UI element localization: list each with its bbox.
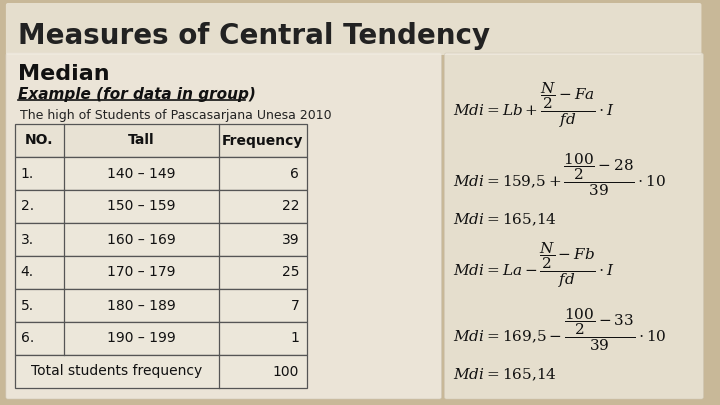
Text: Median: Median xyxy=(18,64,109,84)
FancyBboxPatch shape xyxy=(6,53,441,399)
Text: Example (for data in group): Example (for data in group) xyxy=(18,87,256,102)
FancyBboxPatch shape xyxy=(14,289,307,322)
Text: $Mdi = Lb + \dfrac{\dfrac{N}{2} - Fa}{fd} \cdot I$: $Mdi = Lb + \dfrac{\dfrac{N}{2} - Fa}{fd… xyxy=(453,80,616,130)
Text: 1: 1 xyxy=(290,332,300,345)
Text: 170 – 179: 170 – 179 xyxy=(107,266,176,279)
Text: 190 – 199: 190 – 199 xyxy=(107,332,176,345)
Text: $Mdi = La - \dfrac{\dfrac{N}{2} - Fb}{fd} \cdot I$: $Mdi = La - \dfrac{\dfrac{N}{2} - Fb}{fd… xyxy=(453,240,616,290)
Text: NO.: NO. xyxy=(25,134,53,147)
FancyBboxPatch shape xyxy=(444,53,703,399)
Text: Tall: Tall xyxy=(128,134,155,147)
Text: 150 – 159: 150 – 159 xyxy=(107,200,176,213)
FancyBboxPatch shape xyxy=(14,256,307,289)
Text: 22: 22 xyxy=(282,200,300,213)
FancyBboxPatch shape xyxy=(14,355,307,388)
Text: 3.: 3. xyxy=(21,232,34,247)
Text: 5.: 5. xyxy=(21,298,34,313)
FancyBboxPatch shape xyxy=(6,3,701,55)
FancyBboxPatch shape xyxy=(14,124,307,157)
FancyBboxPatch shape xyxy=(14,190,307,223)
Text: 7: 7 xyxy=(290,298,300,313)
Text: 2.: 2. xyxy=(21,200,34,213)
FancyBboxPatch shape xyxy=(14,157,307,190)
Text: 140 – 149: 140 – 149 xyxy=(107,166,176,181)
Text: Frequency: Frequency xyxy=(222,134,304,147)
Text: $Mdi = 169{,}5 - \dfrac{\dfrac{100}{2} - 33}{39} \cdot 10$: $Mdi = 169{,}5 - \dfrac{\dfrac{100}{2} -… xyxy=(453,307,667,353)
Text: $Mdi = 159{,}5 + \dfrac{\dfrac{100}{2} - 28}{39} \cdot 10$: $Mdi = 159{,}5 + \dfrac{\dfrac{100}{2} -… xyxy=(453,152,666,198)
Text: 4.: 4. xyxy=(21,266,34,279)
Text: 25: 25 xyxy=(282,266,300,279)
Text: $Mdi = 165{,}14$: $Mdi = 165{,}14$ xyxy=(453,212,557,228)
FancyBboxPatch shape xyxy=(14,322,307,355)
FancyBboxPatch shape xyxy=(14,223,307,256)
Text: 39: 39 xyxy=(282,232,300,247)
Text: 160 – 169: 160 – 169 xyxy=(107,232,176,247)
Text: The high of Students of Pascasarjana Unesa 2010: The high of Students of Pascasarjana Une… xyxy=(19,109,331,122)
Text: 6: 6 xyxy=(290,166,300,181)
Text: Measures of Central Tendency: Measures of Central Tendency xyxy=(18,22,490,50)
Text: $Mdi = 165{,}14$: $Mdi = 165{,}14$ xyxy=(453,367,557,383)
Text: 100: 100 xyxy=(273,364,300,379)
Text: 1.: 1. xyxy=(21,166,34,181)
Text: 6.: 6. xyxy=(21,332,34,345)
Text: Total students frequency: Total students frequency xyxy=(31,364,202,379)
Text: 180 – 189: 180 – 189 xyxy=(107,298,176,313)
